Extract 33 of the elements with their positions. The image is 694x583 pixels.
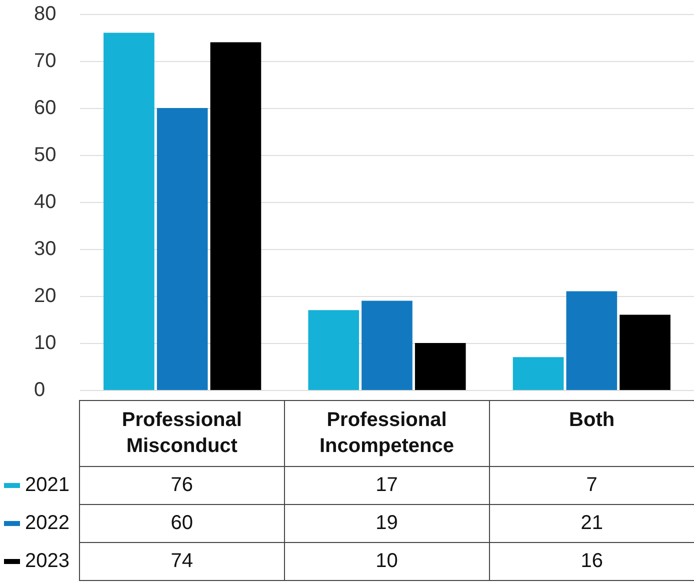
y-tick-label: 40 xyxy=(34,191,56,213)
x-tick-label: Professional Incompetence xyxy=(284,400,490,466)
bar xyxy=(104,32,154,390)
bar xyxy=(512,357,564,390)
y-tick-label: 10 xyxy=(34,332,56,354)
bar xyxy=(566,291,618,390)
legend-label: 2022 xyxy=(25,512,70,534)
y-tick-label: 0 xyxy=(34,379,46,401)
legend-label: 2023 xyxy=(25,550,70,572)
bar xyxy=(308,310,360,390)
data-label: 19 xyxy=(284,504,490,542)
x-tick-label: Both xyxy=(489,400,694,466)
y-tick-label: 30 xyxy=(34,238,56,260)
bar xyxy=(414,343,466,390)
data-label: 60 xyxy=(80,504,284,542)
y-tick-label: 70 xyxy=(34,50,56,72)
y-tick-label: 60 xyxy=(34,97,56,119)
x-tick-label: Professional Misconduct xyxy=(80,400,284,466)
y-tick-label: 20 xyxy=(34,285,56,307)
bar xyxy=(210,42,262,390)
data-label: 7 xyxy=(489,466,694,504)
y-tick-label: 50 xyxy=(34,144,56,166)
data-label: 74 xyxy=(80,542,284,580)
data-label: 76 xyxy=(80,466,284,504)
data-label: 21 xyxy=(489,504,694,542)
data-label: 16 xyxy=(489,542,694,580)
bar xyxy=(620,314,670,390)
data-label: 10 xyxy=(284,542,490,580)
legend-label: 2021 xyxy=(25,474,70,496)
bar xyxy=(156,108,208,390)
y-tick-label: 80 xyxy=(34,3,56,25)
data-label: 17 xyxy=(284,466,490,504)
bar xyxy=(362,300,412,390)
